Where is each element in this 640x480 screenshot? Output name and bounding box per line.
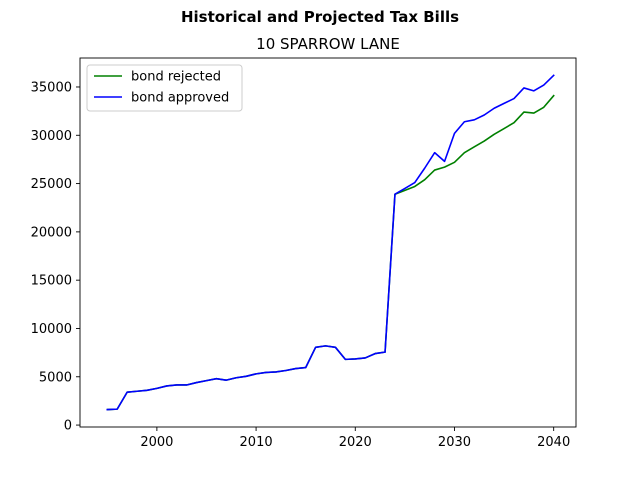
y-tick-label: 5000 — [39, 370, 72, 385]
plot-background — [80, 58, 576, 427]
axes-layer: 2000 2010 2020 2030 2040 0 5000 10000 15000 20000… — [31, 57, 577, 450]
legend-label-bond-approved: bond approved — [131, 91, 229, 106]
y-tick-label: 10000 — [31, 322, 72, 337]
y-tick-label: 35000 — [31, 80, 72, 95]
legend-box — [86, 64, 243, 112]
chart-title: Historical and Projected Tax Bills — [181, 8, 459, 26]
plot-area — [80, 58, 576, 427]
legend: bond rejected bond approved — [86, 64, 243, 112]
series-layer — [106, 74, 555, 411]
x-tick-label: 2010 — [240, 435, 273, 450]
x-tick-label: 2040 — [537, 435, 570, 450]
y-tick-label: 0 — [64, 419, 72, 434]
series-line-bond-approved — [106, 74, 555, 411]
x-tick-label: 2030 — [438, 435, 471, 450]
x-tick-label: 2020 — [339, 435, 372, 450]
axes-frame — [79, 57, 577, 428]
x-tick-label: 2000 — [140, 435, 173, 450]
y-tick-label: 30000 — [31, 129, 72, 144]
chart-subtitle: 10 SPARROW LANE — [256, 35, 400, 53]
y-tick-label: 25000 — [31, 177, 72, 192]
y-tick-label: 20000 — [31, 225, 72, 240]
y-tick-label: 15000 — [31, 274, 72, 289]
legend-label-bond-rejected: bond rejected — [131, 70, 221, 85]
